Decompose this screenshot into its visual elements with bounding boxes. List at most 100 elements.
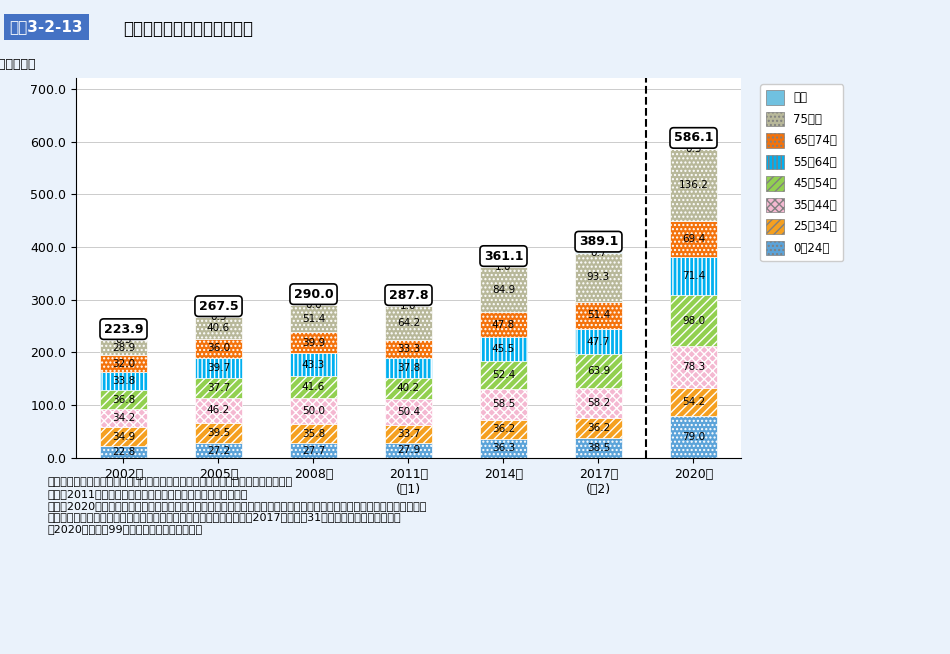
Bar xyxy=(195,443,242,458)
Text: 図表3-2-13: 図表3-2-13 xyxy=(10,20,83,35)
Text: 51.4: 51.4 xyxy=(587,311,610,320)
Text: 35.8: 35.8 xyxy=(302,429,325,439)
Bar xyxy=(575,329,622,354)
Text: 50.0: 50.0 xyxy=(302,406,325,416)
Legend: 不詳, 75歳〜, 65〜74歳, 55〜64歳, 45〜54歳, 35〜44歳, 25〜34歳, 0〜24歳: 不詳, 75歳〜, 65〜74歳, 55〜64歳, 45〜54歳, 35〜44歳… xyxy=(760,84,843,261)
Text: 287.8: 287.8 xyxy=(389,288,428,301)
Bar xyxy=(195,339,242,358)
Bar xyxy=(480,267,527,312)
Text: 64.2: 64.2 xyxy=(397,318,420,328)
Bar xyxy=(670,257,717,295)
Bar xyxy=(100,355,147,372)
Bar xyxy=(480,361,527,388)
Bar xyxy=(100,428,147,446)
Text: 47.8: 47.8 xyxy=(492,320,515,330)
Text: 36.2: 36.2 xyxy=(587,423,610,433)
Text: 27.9: 27.9 xyxy=(397,445,420,455)
Bar xyxy=(195,317,242,339)
Bar xyxy=(100,390,147,409)
Bar xyxy=(290,353,337,376)
Text: 290.0: 290.0 xyxy=(294,288,333,301)
Text: 58.5: 58.5 xyxy=(492,399,515,409)
Text: 47.7: 47.7 xyxy=(587,337,610,347)
Bar xyxy=(480,439,527,458)
Bar xyxy=(670,388,717,416)
Text: 389.1: 389.1 xyxy=(579,235,618,248)
Bar xyxy=(100,372,147,390)
Text: 37.8: 37.8 xyxy=(397,363,420,373)
Bar xyxy=(195,422,242,443)
Bar xyxy=(385,425,432,443)
Bar xyxy=(575,419,622,438)
Y-axis label: （単位：万人）: （単位：万人） xyxy=(0,58,36,71)
Bar xyxy=(575,388,622,419)
Text: 0.6: 0.6 xyxy=(305,300,322,310)
Text: 78.3: 78.3 xyxy=(682,362,705,372)
Bar xyxy=(385,306,432,340)
Text: 69.4: 69.4 xyxy=(682,234,705,244)
Bar xyxy=(670,347,717,388)
Text: 0.5: 0.5 xyxy=(210,312,227,322)
Text: 40.2: 40.2 xyxy=(397,383,420,393)
Bar xyxy=(670,149,717,220)
Text: 45.5: 45.5 xyxy=(492,344,515,354)
Text: 1.0: 1.0 xyxy=(400,301,417,311)
Text: 41.6: 41.6 xyxy=(302,382,325,392)
Text: 36.3: 36.3 xyxy=(492,443,515,453)
Text: 52.4: 52.4 xyxy=(492,370,515,380)
Text: 98.0: 98.0 xyxy=(682,316,705,326)
Bar xyxy=(195,398,242,422)
Bar xyxy=(480,312,527,337)
Text: 36.8: 36.8 xyxy=(112,395,135,405)
Text: 34.2: 34.2 xyxy=(112,413,135,423)
Bar xyxy=(670,295,717,347)
Text: 33.7: 33.7 xyxy=(397,429,420,439)
Bar xyxy=(480,337,527,361)
Text: 1.0: 1.0 xyxy=(495,262,512,272)
Text: 43.3: 43.3 xyxy=(302,360,325,370)
Bar xyxy=(385,340,432,358)
Bar xyxy=(290,376,337,398)
Bar xyxy=(195,358,242,379)
Text: 586.1: 586.1 xyxy=(674,131,713,145)
Text: 79.0: 79.0 xyxy=(682,432,705,442)
Text: 39.9: 39.9 xyxy=(302,337,325,348)
Text: 54.2: 54.2 xyxy=(682,397,705,407)
Bar xyxy=(385,377,432,399)
Bar xyxy=(670,416,717,458)
Text: 0.5: 0.5 xyxy=(115,335,132,345)
Text: 37.7: 37.7 xyxy=(207,383,230,394)
Bar xyxy=(290,424,337,443)
Text: 93.3: 93.3 xyxy=(587,272,610,283)
Bar xyxy=(575,252,622,302)
Text: 39.5: 39.5 xyxy=(207,428,230,438)
Text: 28.9: 28.9 xyxy=(112,343,135,353)
Text: 51.4: 51.4 xyxy=(302,314,325,324)
Text: 38.5: 38.5 xyxy=(587,443,610,453)
Bar xyxy=(385,443,432,458)
Text: 27.2: 27.2 xyxy=(207,445,230,456)
Bar xyxy=(290,305,337,332)
Text: 27.7: 27.7 xyxy=(302,445,325,455)
Bar xyxy=(670,220,717,257)
Text: 58.2: 58.2 xyxy=(587,398,610,408)
Bar xyxy=(100,340,147,355)
Bar xyxy=(100,446,147,458)
Bar xyxy=(100,409,147,428)
Text: 39.7: 39.7 xyxy=(207,363,230,373)
Text: 22.8: 22.8 xyxy=(112,447,135,456)
Bar xyxy=(385,358,432,377)
Text: 63.9: 63.9 xyxy=(587,366,610,376)
Text: 33.8: 33.8 xyxy=(112,376,135,386)
Text: 223.9: 223.9 xyxy=(104,322,143,336)
Bar xyxy=(575,438,622,458)
Text: 36.2: 36.2 xyxy=(492,424,515,434)
Text: 136.2: 136.2 xyxy=(678,180,709,190)
Text: 71.4: 71.4 xyxy=(682,271,705,281)
Text: 0.3: 0.3 xyxy=(685,144,702,154)
Text: 0.7: 0.7 xyxy=(590,248,607,258)
Bar xyxy=(290,398,337,424)
Bar xyxy=(480,388,527,420)
Bar xyxy=(385,399,432,425)
Bar xyxy=(575,354,622,388)
